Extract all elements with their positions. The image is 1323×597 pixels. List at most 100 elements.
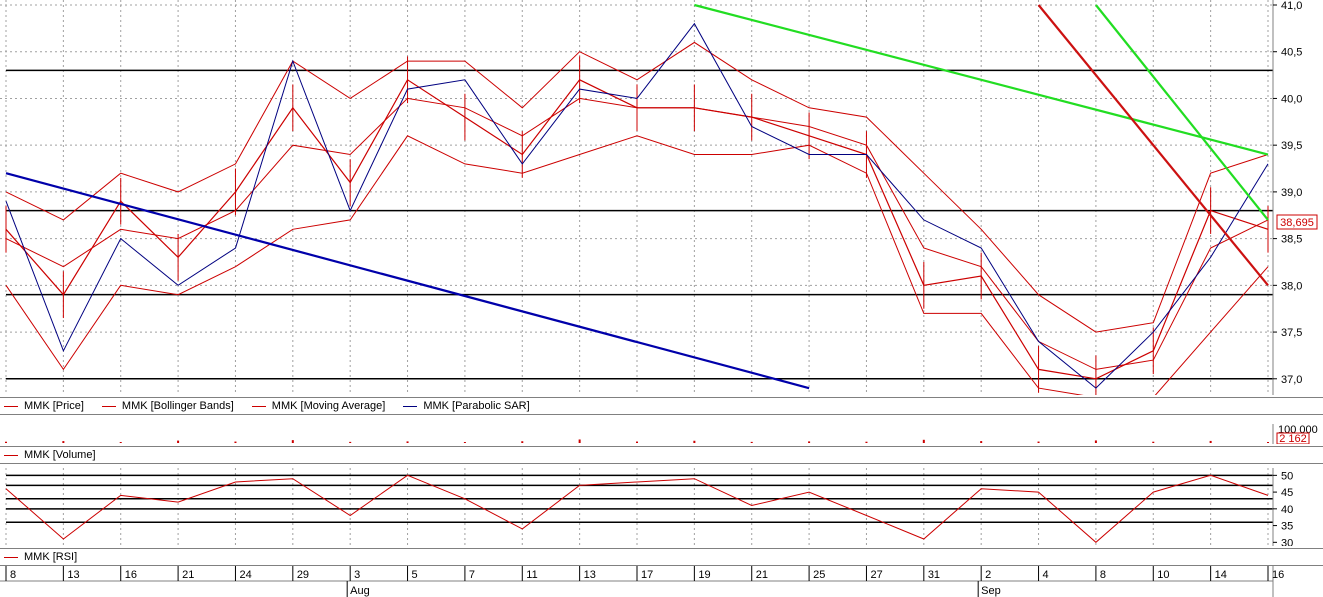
day-label: 4 <box>1043 569 1049 581</box>
price-last-value: 38,695 <box>1280 217 1314 229</box>
day-label: 25 <box>813 569 825 581</box>
volume-bar <box>1267 442 1269 443</box>
trendline-green[interactable] <box>1095 4 1269 221</box>
volume-chart[interactable]: 100 000 2 162 <box>0 424 1323 444</box>
day-label: 16 <box>1272 569 1284 581</box>
legend-label-volume: MMK [Volume] <box>24 449 96 461</box>
rsi-chart[interactable]: 50 45 40 35 30 <box>0 468 1323 546</box>
rsi-tick-label: 45 <box>1281 487 1293 499</box>
volume-last-value: 2 162 <box>1279 433 1307 444</box>
volume-bar <box>1209 440 1212 443</box>
day-label: 29 <box>297 569 309 581</box>
legend-label-price: MMK [Price] <box>24 400 84 412</box>
volume-bar <box>521 441 524 443</box>
day-label: 21 <box>182 569 194 581</box>
day-label: 19 <box>698 569 710 581</box>
legend-swatch-volume <box>4 454 18 456</box>
trendline-green[interactable] <box>694 3 1269 156</box>
volume-bar <box>1037 441 1040 443</box>
volume-bar <box>119 442 122 443</box>
day-label: 3 <box>354 569 360 581</box>
legend-swatch-sar <box>403 405 418 407</box>
rsi-series-group <box>5 474 1269 543</box>
day-label: 8 <box>10 569 16 581</box>
trendline-red[interactable] <box>1037 4 1269 287</box>
price-tick-label: 40,5 <box>1281 47 1302 59</box>
price-tick-label: 38,0 <box>1281 280 1302 292</box>
volume-bar <box>349 441 352 443</box>
day-label: 13 <box>584 569 596 581</box>
month-labels: Aug Sep <box>346 581 1001 597</box>
day-label: 5 <box>412 569 418 581</box>
volume-bar <box>980 441 983 443</box>
volume-bar <box>636 441 638 443</box>
day-label: 27 <box>870 569 882 581</box>
volume-bar <box>463 442 466 443</box>
legend-label-bollinger: MMK [Bollinger Bands] <box>121 400 234 412</box>
volume-bar <box>693 440 696 443</box>
legend-item-sar[interactable]: MMK [Parabolic SAR] <box>403 400 530 412</box>
price-tick-label: 40,0 <box>1281 93 1302 105</box>
rsi-tick-label: 35 <box>1281 521 1293 533</box>
day-label: 16 <box>125 569 137 581</box>
rsi-legend: MMK [RSI] <box>0 548 1323 566</box>
rsi-line <box>5 474 1269 543</box>
price-y-ticks: 41,0 40,5 40,0 39,5 39,0 38,5 38,0 37,5 37,0 <box>1273 0 1302 386</box>
price-horizontal-levels <box>6 69 1273 380</box>
legend-label-rsi: MMK [RSI] <box>24 551 78 563</box>
legend-item-rsi[interactable]: MMK [RSI] <box>4 551 77 563</box>
rsi-y-ticks: 50 45 40 35 30 <box>1273 470 1293 546</box>
price-tick-label: 41,0 <box>1281 0 1302 12</box>
volume-bar <box>62 441 65 443</box>
day-labels: 8 13 16 21 24 29 3 5 7 11 13 17 19 21 25 27 31 2 4 8 10 14 16 <box>5 566 1284 581</box>
volume-bar <box>291 440 294 443</box>
volume-legend: MMK [Volume] <box>0 446 1323 464</box>
day-label: 2 <box>985 569 991 581</box>
month-label: Aug <box>350 585 370 597</box>
day-label: 21 <box>756 569 768 581</box>
series-line-mmk-bollinger-bands-upper <box>5 41 1269 333</box>
legend-item-price[interactable]: MMK [Price] <box>4 400 84 412</box>
month-label: Sep <box>981 585 1001 597</box>
series-line-mmk-moving-average- <box>5 97 1269 370</box>
day-label: 7 <box>469 569 475 581</box>
day-label: 13 <box>67 569 79 581</box>
price-plot-background <box>0 0 1323 395</box>
price-tick-label: 37,0 <box>1281 374 1302 386</box>
volume-bar <box>177 440 180 443</box>
day-label: 11 <box>526 569 537 581</box>
legend-label-moving-average: MMK [Moving Average] <box>271 400 386 412</box>
volume-bar <box>578 439 581 443</box>
volume-bar <box>5 441 7 443</box>
volume-bars <box>5 439 1269 443</box>
rsi-plot-background <box>0 468 1323 546</box>
series-line-mmk-parabolic-sar- <box>5 22 1269 389</box>
legend-swatch-price <box>4 405 18 407</box>
volume-bar <box>1094 440 1097 443</box>
legend-item-moving-average[interactable]: MMK [Moving Average] <box>251 400 386 412</box>
volume-bar <box>865 441 868 443</box>
price-tick-label: 38,5 <box>1281 234 1302 246</box>
day-label: 14 <box>1215 569 1227 581</box>
rsi-tick-label: 50 <box>1281 470 1293 482</box>
rsi-tick-label: 40 <box>1281 504 1293 516</box>
price-series-group <box>5 22 1269 395</box>
rsi-tick-label: 30 <box>1281 537 1293 546</box>
day-label: 10 <box>1157 569 1169 581</box>
day-label: 8 <box>1100 569 1106 581</box>
price-chart[interactable]: 41,0 40,5 40,0 39,5 39,0 38,5 38,0 37,5 37,0 38,… <box>0 0 1323 395</box>
price-last-value-box <box>1276 214 1318 230</box>
legend-swatch-moving-average <box>251 405 266 407</box>
day-label: 31 <box>928 569 940 581</box>
legend-item-volume[interactable]: MMK [Volume] <box>4 449 96 461</box>
time-axis[interactable]: 8 13 16 21 24 29 3 5 7 11 13 17 19 21 25 27 31 2 4 8 10 14 16 … <box>0 566 1323 597</box>
price-tick-label: 39,5 <box>1281 140 1302 152</box>
legend-item-bollinger[interactable]: MMK [Bollinger Bands] <box>101 400 234 412</box>
volume-plot-background <box>0 424 1323 444</box>
volume-last-value-box <box>1276 432 1310 444</box>
trendlines-group <box>5 3 1269 390</box>
day-label: 24 <box>239 569 251 581</box>
legend-swatch-bollinger <box>101 405 116 407</box>
volume-bar <box>750 441 753 443</box>
trendline-blue[interactable] <box>5 172 810 390</box>
